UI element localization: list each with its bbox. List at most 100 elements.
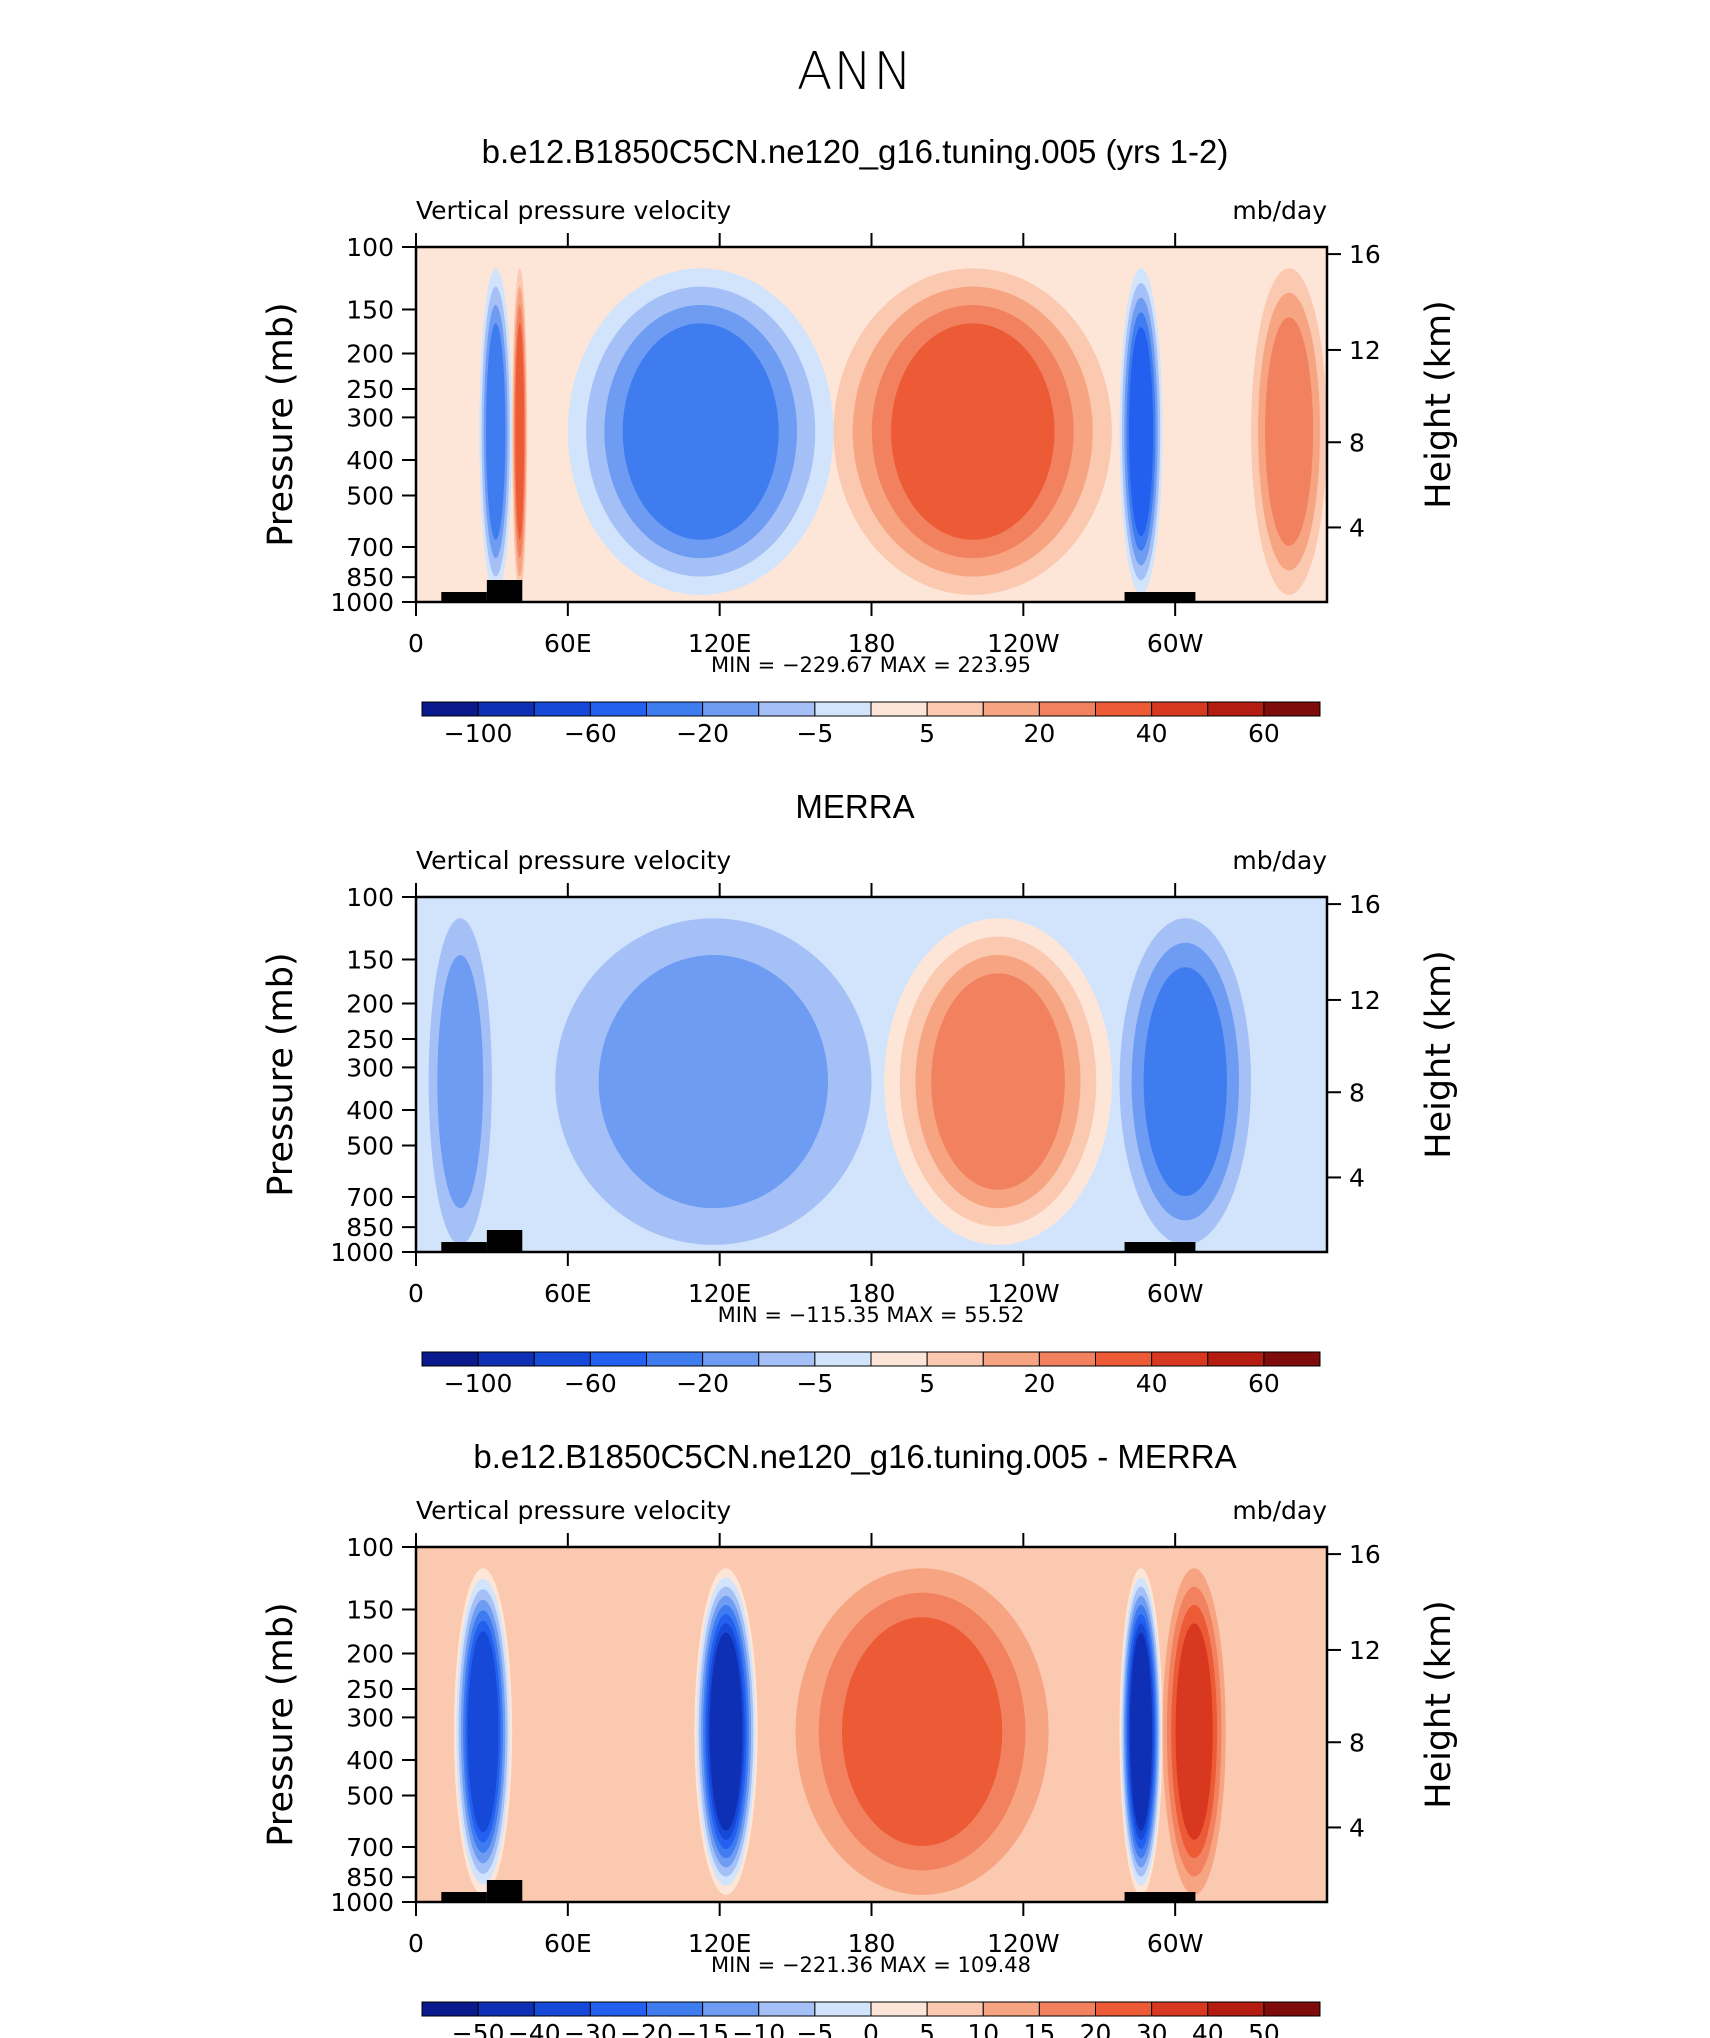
y-tick-label: 100	[346, 883, 394, 912]
colorbar-cell	[982, 1351, 1040, 1367]
y-tick-label: 100	[346, 1533, 394, 1562]
colorbar-label: −100	[444, 1369, 513, 1398]
colorbar-cell	[814, 1351, 872, 1367]
x-tick-label: 0	[408, 1929, 424, 1958]
terrain	[486, 1880, 523, 1902]
y-tick-label: 400	[346, 446, 394, 475]
colorbar-cell	[589, 2001, 647, 2017]
colorbar-label: 5	[919, 2019, 935, 2038]
x-tick-label: 60W	[1147, 629, 1204, 658]
x-tick-label: 120E	[688, 1929, 752, 1958]
terrain	[1124, 1242, 1196, 1252]
y-tick-label: 300	[346, 403, 394, 432]
y-tick-label: 100	[346, 233, 394, 262]
s-america-pos-contour	[1175, 1623, 1213, 1840]
colorbar-cell	[646, 701, 704, 717]
colorbar-cell	[1263, 1351, 1321, 1367]
y-axis-label: Pressure (mb)	[261, 1602, 301, 1846]
y2-axis-label: Height (km)	[1419, 950, 1459, 1159]
page-title: ANN	[796, 42, 914, 102]
mask-right	[1327, 1487, 1527, 1962]
variable-label: Vertical pressure velocity	[416, 196, 731, 225]
colorbar-label: 0	[863, 2019, 879, 2038]
x-tick-label: 0	[408, 629, 424, 658]
y-tick-label: 700	[346, 533, 394, 562]
mask-left	[216, 187, 416, 662]
colorbar-label: 5	[919, 719, 935, 748]
colorbar-cell	[1038, 701, 1096, 717]
africa-diff-contour	[467, 1631, 499, 1832]
colorbar-cell	[702, 1351, 760, 1367]
s-america-conv-contour	[1128, 327, 1154, 537]
colorbar-label: −5	[796, 719, 833, 748]
colorbar-cell	[982, 2001, 1040, 2017]
y-tick-label: 500	[346, 482, 394, 511]
x-tick-label: 60E	[544, 629, 592, 658]
colorbar-cell	[1038, 2001, 1096, 2017]
min-max-stats: MIN = −221.36 MAX = 109.48	[711, 1953, 1031, 1977]
colorbar-label: −5	[796, 1369, 833, 1398]
y2-axis-label: Height (km)	[1419, 300, 1459, 509]
colorbar-cell	[982, 701, 1040, 717]
colorbar-cell	[758, 2001, 816, 2017]
y-tick-label: 250	[346, 1025, 394, 1054]
y-tick-label: 700	[346, 1833, 394, 1862]
y2-tick-label: 8	[1349, 428, 1365, 457]
africa-cold-contour	[515, 323, 525, 540]
y2-tick-label: 8	[1349, 1078, 1365, 1107]
variable-label: Vertical pressure velocity	[416, 846, 731, 875]
colorbar-label: 5	[919, 1369, 935, 1398]
colorbar-label: 15	[1023, 2019, 1055, 2038]
colorbar-cell	[533, 2001, 591, 2017]
y-tick-label: 700	[346, 1183, 394, 1212]
colorbar-label: 40	[1136, 719, 1168, 748]
colorbar-cell	[533, 1351, 591, 1367]
colorbar-cell	[477, 701, 535, 717]
colorbar-label: −60	[564, 1369, 617, 1398]
colorbar-cell	[814, 701, 872, 717]
y2-tick-label: 16	[1349, 890, 1381, 919]
y2-axis-label: Height (km)	[1419, 1600, 1459, 1809]
colorbar-label: −15	[676, 2019, 729, 2038]
colorbar-cell	[1151, 1351, 1209, 1367]
colorbar-cell	[1038, 1351, 1096, 1367]
colorbar-label: −20	[676, 719, 729, 748]
terrain	[486, 580, 523, 602]
colorbar-label: −40	[508, 2019, 561, 2038]
min-max-stats: MIN = −229.67 MAX = 223.95	[711, 653, 1031, 677]
x-tick-label: 60W	[1147, 1279, 1204, 1308]
colorbar-label: 60	[1248, 719, 1280, 748]
units-label: mb/day	[1232, 846, 1327, 875]
y-tick-label: 200	[346, 990, 394, 1019]
colorbar-cell	[1207, 1351, 1265, 1367]
africa-conv-contour	[486, 323, 506, 540]
colorbar-cell	[870, 701, 928, 717]
colorbar-cell	[926, 2001, 984, 2017]
colorbar-cell	[477, 2001, 535, 2017]
colorbar-cell	[1151, 701, 1209, 717]
terrain	[1124, 1892, 1196, 1902]
y-tick-label: 250	[346, 375, 394, 404]
colorbar-label: 20	[1023, 1369, 1055, 1398]
x-tick-label: 120W	[987, 1279, 1059, 1308]
colorbar-label: −5	[796, 2019, 833, 2038]
colorbar-cell	[589, 1351, 647, 1367]
colorbar-label: −60	[564, 719, 617, 748]
x-tick-label: 60W	[1147, 1929, 1204, 1958]
mask-right	[1327, 187, 1527, 662]
y-tick-label: 1000	[330, 1238, 394, 1267]
colorbar-cell	[1263, 701, 1321, 717]
y-tick-label: 500	[346, 1782, 394, 1811]
y-tick-label: 150	[346, 945, 394, 974]
terrain	[441, 592, 487, 602]
mask-left	[216, 837, 416, 1312]
colorbar-label: 40	[1192, 2019, 1224, 2038]
colorbar-cell	[477, 1351, 535, 1367]
colorbar-cell	[814, 2001, 872, 2017]
colorbar-cell	[870, 2001, 928, 2017]
x-tick-label: 120W	[987, 1929, 1059, 1958]
min-max-stats: MIN = −115.35 MAX = 55.52	[718, 1303, 1025, 1327]
variable-label: Vertical pressure velocity	[416, 1496, 731, 1525]
x-tick-label: 180	[848, 1279, 896, 1308]
